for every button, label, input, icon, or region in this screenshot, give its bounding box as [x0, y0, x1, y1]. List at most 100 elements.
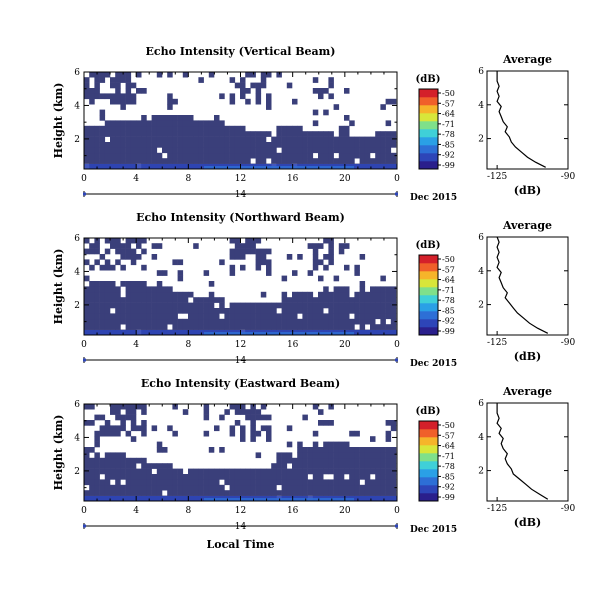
heatmap-cell [271, 318, 277, 325]
chart-title: Echo Intensity (Northward Beam) [136, 211, 345, 224]
heatmap-cell [281, 136, 288, 143]
heatmap-cell [286, 490, 293, 496]
heatmap-cell [312, 88, 319, 94]
heatmap-cell [312, 452, 319, 459]
heatmap-cell [125, 414, 132, 421]
heatmap-cell [276, 318, 282, 325]
heatmap-cell [318, 420, 324, 426]
heatmap-cell [193, 324, 199, 330]
heatmap-cell [281, 147, 288, 154]
heatmap-cell [328, 452, 334, 459]
heatmap-cell [115, 131, 121, 137]
heatmap-cell [120, 264, 126, 271]
heatmap-cell [271, 147, 277, 154]
heatmap-cell [312, 490, 319, 496]
heatmap-cell [115, 463, 121, 469]
colorbar-tick-label: -78 [442, 130, 455, 139]
heatmap-cell [240, 403, 246, 410]
heatmap-cell [344, 484, 350, 491]
heatmap-cell [364, 136, 371, 143]
heatmap-cell [208, 71, 215, 78]
heatmap-cell [229, 158, 236, 164]
heatmap-cell [229, 264, 236, 271]
heatmap-cell [255, 313, 262, 320]
heatmap-cell [240, 152, 246, 159]
heatmap-cell [328, 403, 334, 410]
heatmap-cell [385, 420, 392, 426]
heatmap-cell [385, 297, 392, 303]
heatmap-cell [156, 313, 163, 320]
heatmap-cell [390, 447, 397, 453]
heatmap-cell [172, 302, 178, 309]
y-tick-label: 4 [74, 433, 80, 443]
heatmap-cell [328, 136, 334, 143]
heatmap-cell [208, 281, 215, 287]
heatmap-cell [234, 254, 241, 260]
heatmap-cell [167, 318, 173, 325]
heatmap-cell [214, 468, 220, 475]
heatmap-cell [224, 313, 230, 320]
heatmap-cell [266, 436, 272, 442]
heatmap-cell [182, 152, 189, 159]
heatmap-cell [162, 291, 168, 298]
heatmap-cell [286, 131, 293, 137]
heatmap-cell [146, 120, 152, 127]
heatmap-cell [359, 147, 366, 154]
heatmap-cell [162, 115, 168, 121]
heatmap-cell [214, 136, 220, 143]
heatmap-cell [115, 308, 121, 314]
heatmap-cell [250, 490, 256, 496]
heatmap-cell [390, 291, 397, 298]
heatmap-cell [214, 324, 220, 330]
heatmap-cell [130, 420, 137, 426]
heatmap-cell [328, 93, 334, 100]
heatmap-cell [260, 136, 267, 143]
heatmap-cell [84, 158, 90, 164]
heatmap-cell [266, 104, 272, 110]
x-tick-label: 0 [394, 506, 400, 516]
heatmap-cell [297, 484, 303, 491]
heatmap-cell [380, 147, 386, 154]
heatmap-cell [240, 468, 246, 475]
heatmap-cell [380, 474, 386, 480]
heatmap-cell [380, 457, 386, 464]
heatmap-cell [375, 136, 381, 143]
heatmap-cell [136, 291, 142, 298]
heatmap-cell [125, 468, 132, 475]
heatmap-cell [94, 158, 100, 164]
heatmap-cell [302, 452, 308, 459]
heatmap-cell [375, 457, 381, 464]
heatmap-cell [307, 297, 314, 303]
heatmap-cell [120, 243, 126, 249]
heatmap-cell [255, 142, 262, 148]
heatmap-cell [110, 425, 116, 432]
heatmap-cell [333, 158, 340, 164]
heatmap-cell [208, 313, 215, 320]
heatmap-cell [94, 463, 100, 469]
heatmap-cell [333, 147, 340, 154]
heatmap-cell [136, 286, 142, 293]
heatmap-cell [182, 115, 189, 121]
heatmap-cell [198, 484, 204, 491]
heatmap-cell [234, 82, 241, 89]
heatmap-cell [141, 403, 147, 410]
heatmap-cell [208, 136, 215, 143]
heatmap-cell [94, 441, 100, 448]
heatmap-cell [203, 318, 210, 325]
heatmap-cell [328, 152, 334, 159]
heatmap-cell [349, 490, 355, 496]
heatmap-cell [141, 313, 147, 320]
heatmap-cell [318, 308, 324, 314]
heatmap-cell [130, 479, 137, 486]
heatmap-cell [110, 147, 116, 154]
heatmap-cell [141, 152, 147, 159]
heatmap-cell [250, 131, 256, 137]
heatmap-cell [354, 452, 360, 459]
heatmap-cell [302, 297, 308, 303]
heatmap-cell [250, 484, 256, 491]
heatmap-cell [364, 297, 371, 303]
heatmap-cell [240, 147, 246, 154]
heatmap-cell [245, 474, 251, 480]
heatmap-cell [141, 420, 147, 426]
heatmap-cell [141, 297, 147, 303]
